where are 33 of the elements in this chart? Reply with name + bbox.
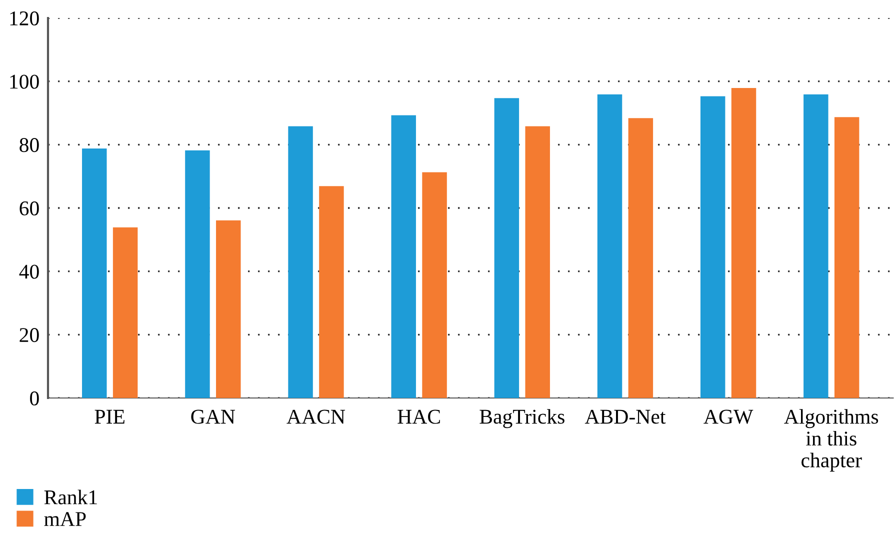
x-tick-label: PIE xyxy=(94,410,124,424)
bar xyxy=(628,118,654,398)
bar xyxy=(804,94,828,398)
y-tick-label: 100 xyxy=(10,74,39,89)
x-tick-label: AACN xyxy=(286,410,346,424)
bar xyxy=(288,126,313,398)
y-tick-label: 120 xyxy=(10,11,39,26)
y-tick-label: 60 xyxy=(20,201,39,216)
bar xyxy=(597,94,622,398)
x-tick-label: AGW xyxy=(704,410,754,424)
bar xyxy=(525,126,550,398)
bar xyxy=(82,148,107,398)
x-tick-label: HAC xyxy=(398,410,440,424)
y-tick-label: 40 xyxy=(19,264,39,279)
legend-label: mAP xyxy=(44,512,86,526)
y-tick-label: 80 xyxy=(20,138,39,152)
x-tick-label: Algorithms in this chapter xyxy=(784,409,878,472)
y-tick-label: 0 xyxy=(30,391,39,406)
bar xyxy=(494,98,520,398)
bar xyxy=(185,150,210,398)
bar xyxy=(700,96,726,398)
y-tick-label: 20 xyxy=(20,328,39,342)
bar xyxy=(319,186,344,398)
x-tick-label: ABD-Net xyxy=(584,410,666,424)
bar xyxy=(834,117,860,398)
x-tick-label: GAN xyxy=(191,410,236,424)
bar xyxy=(112,227,138,398)
bar xyxy=(216,220,241,398)
bar xyxy=(391,115,416,398)
bar xyxy=(731,88,756,398)
legend-label: Rank1 xyxy=(44,490,97,504)
bar xyxy=(422,172,447,398)
x-tick-label: BagTricks xyxy=(480,409,564,428)
